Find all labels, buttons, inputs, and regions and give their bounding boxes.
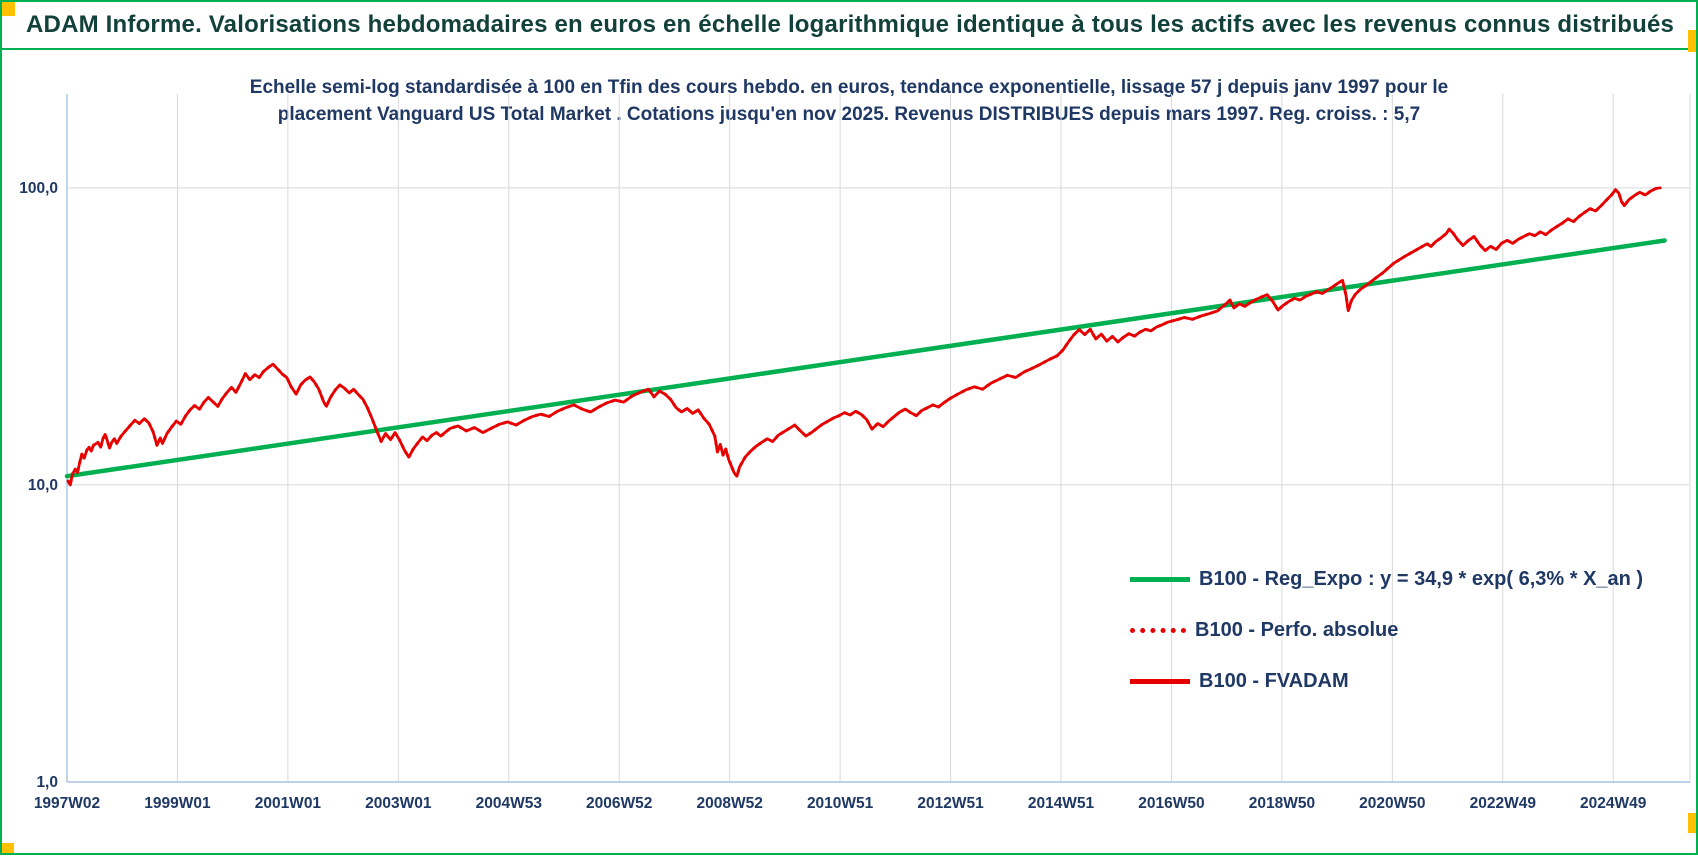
page-title: ADAM Informe. Valorisations hebdomadaire… [26,11,1675,38]
svg-text:2006W52: 2006W52 [586,795,652,812]
svg-text:1,0: 1,0 [36,774,58,791]
svg-text:2022W49: 2022W49 [1470,795,1537,812]
series-trend [64,238,1667,479]
chart-subtitle-line-1: Echelle semi-log standardisée à 100 en T… [249,77,1449,98]
chart-subtitle: Echelle semi-log standardisée à 100 en T… [2,74,1696,128]
series-fvadam [66,186,1662,487]
svg-text:2003W01: 2003W01 [365,795,432,812]
svg-text:2016W50: 2016W50 [1138,795,1204,812]
corner-accent-top-left [2,2,15,16]
gridlines [66,94,1691,782]
legend-label-reg-expo: B100 - Reg_Expo : y = 34,9 * exp( 6,3% *… [1199,568,1644,590]
svg-text:10,0: 10,0 [28,477,58,494]
svg-text:2001W01: 2001W01 [255,795,322,812]
svg-text:2004W53: 2004W53 [476,795,543,812]
chart-subtitle-line-2: placement Vanguard US Total Market . Cot… [277,104,1421,125]
svg-text:2008W52: 2008W52 [696,795,762,812]
corner-accent-bottom-left [2,843,14,853]
chart-legend: B100 - Reg_Expo : y = 34,9 * exp( 6,3% *… [1130,568,1643,693]
legend-item-reg-expo: B100 - Reg_Expo : y = 34,9 * exp( 6,3% *… [1130,568,1643,591]
svg-text:2012W51: 2012W51 [917,795,984,812]
corner-accent-bottom-right [1688,813,1696,833]
svg-text:1997W02: 1997W02 [34,795,100,812]
legend-item-fvadam: B100 - FVADAM [1130,670,1643,693]
fvadam-line-swatch [1130,679,1190,684]
title-bar: ADAM Informe. Valorisations hebdomadaire… [2,2,1696,50]
svg-text:2014W51: 2014W51 [1028,795,1095,812]
perfo-absolue-line-swatch [1130,628,1186,633]
trend-line-swatch [1130,577,1190,582]
svg-text:2020W50: 2020W50 [1359,795,1425,812]
svg-text:2024W49: 2024W49 [1580,795,1647,812]
legend-label-perfo-absolue: B100 - Perfo. absolue [1195,619,1399,641]
svg-text:2010W51: 2010W51 [807,795,874,812]
svg-text:2018W50: 2018W50 [1249,795,1315,812]
legend-label-fvadam: B100 - FVADAM [1199,670,1349,692]
svg-text:100,0: 100,0 [19,180,58,197]
corner-accent-top-right [1688,30,1696,52]
series [64,186,1667,487]
svg-text:1999W01: 1999W01 [144,795,211,812]
axes [66,94,1690,783]
legend-item-perfo-absolue: B100 - Perfo. absolue [1130,619,1643,642]
tick-labels: 1997W02 1999W01 2001W01 2003W01 2004W53 2006W… [19,180,1647,812]
